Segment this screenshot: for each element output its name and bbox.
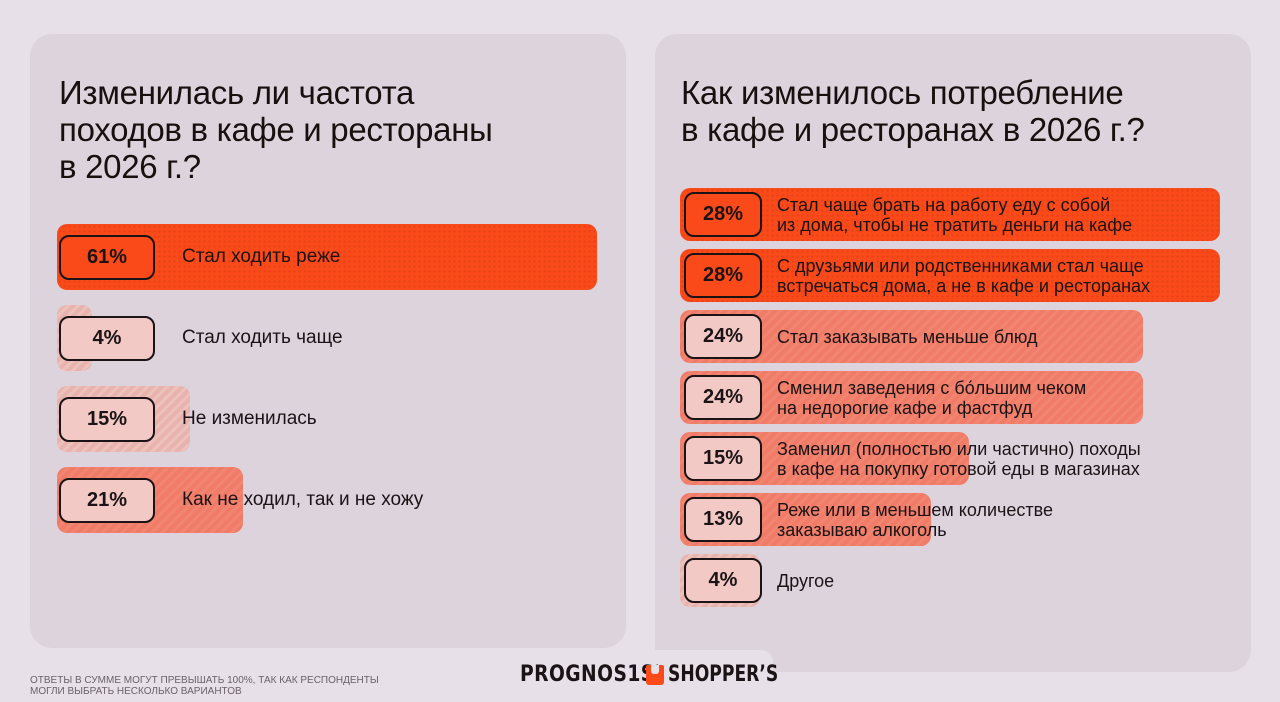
bar-row: 28% Стал чаще брать на работу еду с собой… (680, 188, 1220, 241)
bar-row: 15% Заменил (полностью или частично) похо… (680, 432, 1220, 485)
category-label: Стал ходить реже (182, 246, 341, 267)
category-label: Не изменилась (182, 408, 317, 429)
footnote: Ответы в сумме могут превышать 100%, так… (30, 675, 379, 697)
value-label: 28% (684, 192, 762, 237)
category-label: Реже или в меньшем количестве заказываю … (777, 499, 1054, 540)
prognosis-logo: PROGNOS1S® (520, 662, 660, 687)
chart-title-consumption: Как изменилось потребление в кафе и рест… (681, 74, 1145, 148)
bar-row: 21% Как не ходил, так и не хожу (57, 467, 597, 533)
category-label: Стал чаще брать на работу еду с собой из… (777, 194, 1133, 235)
category-label: Стал заказывать меньше блюд (777, 326, 1038, 347)
bar (680, 249, 1220, 302)
value-label: 24% (684, 314, 762, 359)
category-label: Стал ходить чаще (182, 327, 343, 348)
panel-consumption-chart: Как изменилось потребление в кафе и рест… (655, 34, 1251, 672)
bar-row: 15% Не изменилась (57, 386, 597, 452)
bar-row: 24% Стал заказывать меньше блюд (680, 310, 1220, 363)
shoppers-logo-icon (646, 665, 664, 685)
logos: PROGNOS1S® SHOPPER’S (505, 650, 778, 702)
value-label: 28% (684, 253, 762, 298)
value-label: 24% (684, 375, 762, 420)
bar-row: 4% Стал ходить чаще (57, 305, 597, 371)
panel-frequency-chart: Изменилась ли частота походов в кафе и р… (30, 34, 626, 648)
value-label: 61% (59, 235, 155, 280)
value-label: 4% (684, 558, 762, 603)
category-label: Как не ходил, так и не хожу (182, 489, 424, 510)
bar-row: 61% Стал ходить реже (57, 224, 597, 290)
category-label: С друзьями или родственниками стал чаще … (777, 255, 1151, 296)
value-label: 21% (59, 478, 155, 523)
bars-consumption: 28% Стал чаще брать на работу еду с собой… (655, 34, 1251, 672)
category-label: Сменил заведения с бо́льшим чеком на нед… (777, 377, 1087, 418)
bar-row: 24% Сменил заведения с бо́льшим чеком на … (680, 371, 1220, 424)
bar-row: 4% Другое (680, 554, 1220, 607)
value-label: 15% (59, 397, 155, 442)
chart-title-frequency: Изменилась ли частота походов в кафе и р… (59, 74, 493, 185)
bar-row: 13% Реже или в меньшем количестве заказыв… (680, 493, 1220, 546)
value-label: 13% (684, 497, 762, 542)
bar-row: 28% С друзьями или родственниками стал ча… (680, 249, 1220, 302)
value-label: 4% (59, 316, 155, 361)
shoppers-logo: SHOPPER’S (668, 662, 779, 687)
value-label: 15% (684, 436, 762, 481)
category-label: Заменил (полностью или частично) походы … (777, 438, 1141, 479)
category-label: Другое (777, 570, 835, 591)
bar (680, 188, 1220, 241)
bars-frequency: 61% Стал ходить реже 4% Стал ходить чаще 15%… (30, 34, 626, 648)
